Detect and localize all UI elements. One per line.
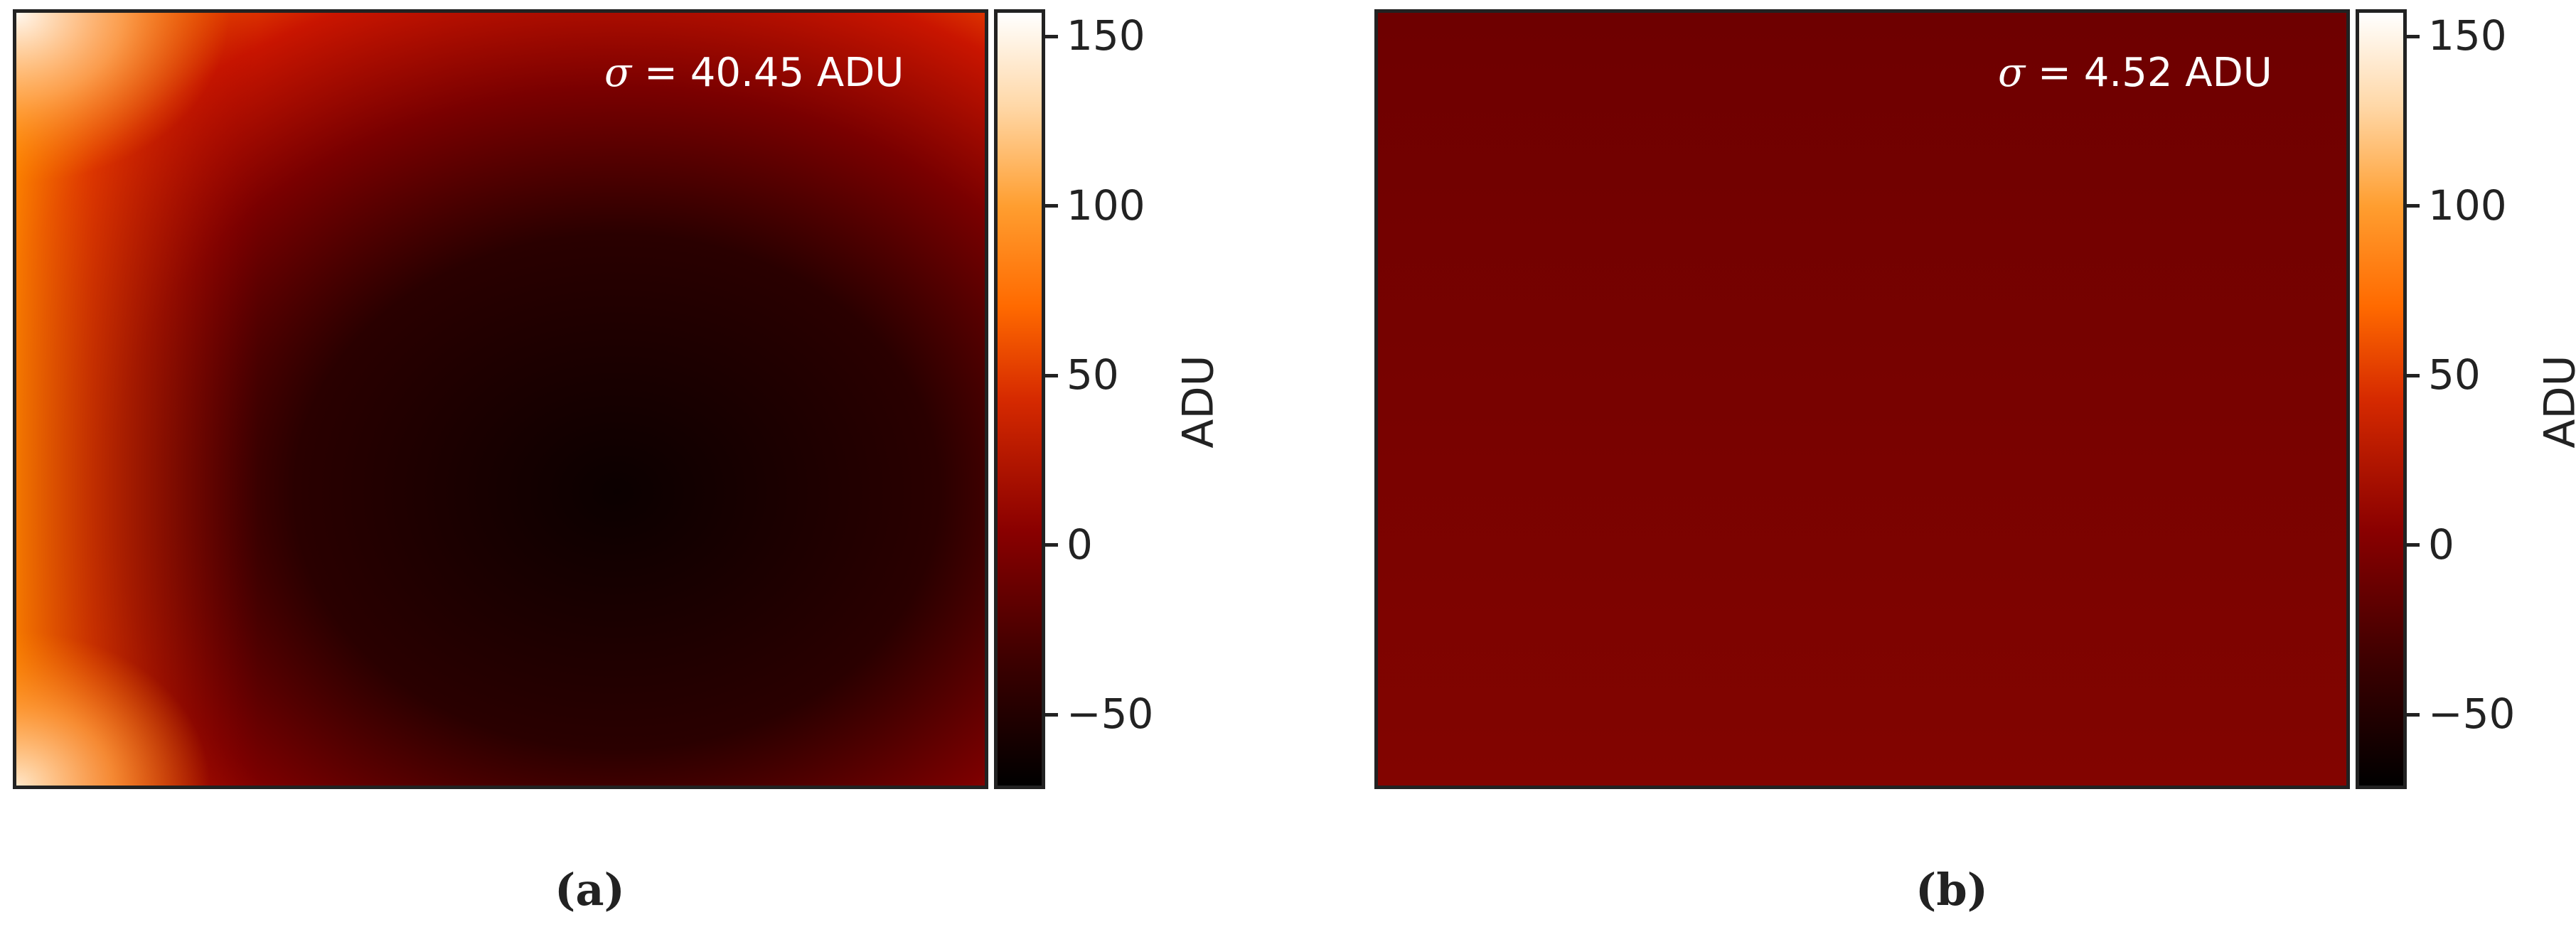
subcaption-b: (b): [1915, 864, 1989, 916]
heatmap-a-image: [16, 13, 985, 786]
colorbar-tick-label: 50: [2428, 350, 2481, 400]
sigma-annotation-b: σ = 4.52 ADU: [1998, 50, 2272, 96]
sigma-text-a: = 40.45 ADU: [644, 50, 904, 96]
colorbar-tick-label: 100: [1067, 181, 1145, 230]
colorbar-tick-label: −50: [2428, 690, 2516, 739]
colorbar-tick-label: 150: [1067, 11, 1145, 60]
heatmap-a: [13, 9, 988, 789]
sigma-text-b: = 4.52 ADU: [2038, 50, 2272, 96]
colorbar-tick-label: 100: [2428, 181, 2507, 230]
heatmap-b: [1374, 9, 2350, 789]
colorbar-tick: [1045, 543, 1058, 547]
panel-a: σ = 40.45 ADU −50 0 50 100 150 ADU (a): [0, 0, 1287, 927]
colorbar-tick: [1045, 34, 1058, 38]
colorbar-tick-label: −50: [1067, 690, 1154, 739]
colorbar-tick: [2407, 373, 2420, 377]
colorbar-tick-label: 0: [2428, 520, 2454, 569]
colorbar-tick: [2407, 34, 2420, 38]
sigma-symbol-a: σ: [604, 50, 632, 96]
colorbar-tick: [2407, 712, 2420, 717]
heatmap-b-image: [1378, 13, 2346, 786]
colorbar-tick-label: 0: [1067, 520, 1093, 569]
colorbar-tick: [1045, 712, 1058, 717]
colorbar-tick: [2407, 204, 2420, 208]
colorbar-b: [2356, 9, 2407, 789]
colorbar-tick: [2407, 543, 2420, 547]
colorbar-a: [994, 9, 1045, 789]
colorbar-tick-label: 50: [1067, 350, 1119, 400]
colorbar-label-b: ADU: [2535, 355, 2576, 449]
colorbar-tick: [1045, 373, 1058, 377]
colorbar-tick: [1045, 204, 1058, 208]
colorbar-tick-label: 150: [2428, 11, 2507, 60]
sigma-symbol-b: σ: [1998, 50, 2026, 96]
subcaption-a: (a): [555, 864, 625, 916]
sigma-annotation-a: σ = 40.45 ADU: [604, 50, 904, 96]
